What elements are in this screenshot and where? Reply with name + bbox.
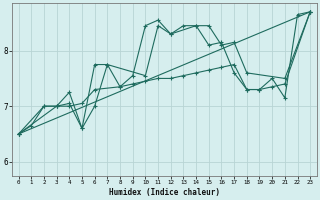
X-axis label: Humidex (Indice chaleur): Humidex (Indice chaleur) — [109, 188, 220, 197]
